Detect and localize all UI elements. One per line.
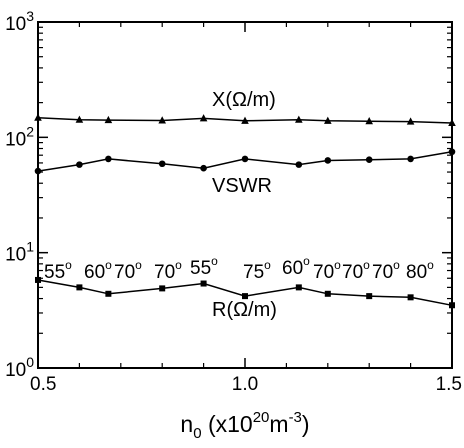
y-tick-label-base: 10 [5,245,26,266]
y-tick-label-base: 10 [5,129,26,150]
data-point-triangle [324,116,332,124]
data-point-square [366,293,373,300]
data-point-circle [295,161,303,168]
angle-label-value: 60 [84,262,105,283]
data-point-triangle [295,115,303,123]
angle-label-degree: o [363,258,370,272]
data-point-triangle [241,116,249,124]
x-axis-title-exp2: -3 [289,409,302,426]
angle-label: 75o [243,258,271,283]
data-point-triangle [199,114,208,122]
angle-label-degree: o [65,258,72,272]
data-point-circle [200,164,207,172]
angle-label-value: 80 [406,262,427,283]
data-point-square [76,284,83,291]
angle-label-value: 75 [243,262,264,283]
data-point-square [159,285,166,292]
data-point-circle [76,161,83,168]
angle-label: 60o [84,258,112,283]
x-axis-title-mid: m [269,411,288,437]
data-point-square [105,290,112,297]
angle-label: 70o [313,258,341,283]
data-point-square [295,284,302,291]
angle-label-value: 60 [282,258,303,279]
angle-label: 60o [282,254,310,279]
data-point-square [35,276,41,283]
angle-label: 70o [342,258,370,283]
y-tick-label-base: 10 [5,360,26,381]
x-axis-title-sub: 0 [193,425,201,442]
data-point-circle [34,167,42,175]
x-tick-label: 0.5 [30,374,56,395]
y-tick-label-exp: 2 [26,123,34,139]
series-label-vswr: VSWR [212,175,272,197]
data-point-square [324,290,331,297]
x-axis-title-base: n [180,411,193,437]
y-tick-label: 101 [5,239,34,266]
angle-label-degree: o [264,258,271,272]
y-tick-label: 102 [5,123,34,150]
angle-label-value: 70 [154,262,175,283]
angle-label-degree: o [427,258,434,272]
data-point-circle [241,155,249,163]
angle-label-degree: o [393,258,400,272]
series-group [34,113,456,309]
angle-label-value: 70 [342,262,363,283]
angle-label-degree: o [334,258,341,272]
y-tick-label: 100 [5,354,34,381]
data-point-triangle [365,117,373,125]
angle-label-degree: o [175,258,182,272]
angle-label-degree: o [105,258,112,272]
data-point-circle [448,148,456,156]
angle-label: 70o [114,258,142,283]
angle-label-degree: o [303,254,310,268]
x-axis-title-open: (x10 [202,411,253,437]
data-point-triangle [158,116,166,124]
data-point-triangle [75,115,84,123]
x-axis-title-close: ) [302,411,310,437]
x-tick-label: 1.5 [436,374,462,395]
angle-label: 80o [406,258,434,283]
data-point-square [200,280,207,287]
data-point-square [407,294,414,301]
series-label-r: R(Ω/m) [212,299,277,321]
angle-label-degree: o [211,254,218,268]
angle-label: 55o [44,258,72,283]
data-point-circle [324,157,332,164]
data-point-circle [105,155,112,163]
angle-label-value: 70 [313,262,334,283]
y-tick-label-exp: 1 [26,239,34,255]
data-point-triangle [34,113,42,121]
x-axis-title: n0 (x1020m-3) [180,409,309,442]
angle-label-value: 55 [44,262,65,283]
angle-label-value: 55 [190,258,211,279]
x-axis-title-exp1: 20 [253,409,270,426]
data-point-square [242,293,248,300]
angle-label: 55o [190,254,218,279]
angle-label-value: 70 [114,262,135,283]
angle-label: 70o [154,258,182,283]
y-tick-label: 103 [5,8,34,35]
angle-label: 70o [372,258,400,283]
data-point-circle [407,155,414,163]
y-tick-label-exp: 3 [26,8,34,24]
data-point-circle [158,160,166,168]
y-tick-label-exp: 0 [26,354,34,370]
x-tick-label: 1.0 [232,374,258,395]
data-point-circle [365,156,373,163]
data-point-triangle [104,115,113,124]
data-point-triangle [406,117,415,125]
angle-label-value: 70 [372,262,393,283]
data-point-triangle [448,118,456,127]
series-label-x: X(Ω/m) [212,89,276,111]
angle-label-degree: o [135,258,142,272]
y-tick-label-base: 10 [5,14,26,35]
data-point-square [449,302,455,309]
